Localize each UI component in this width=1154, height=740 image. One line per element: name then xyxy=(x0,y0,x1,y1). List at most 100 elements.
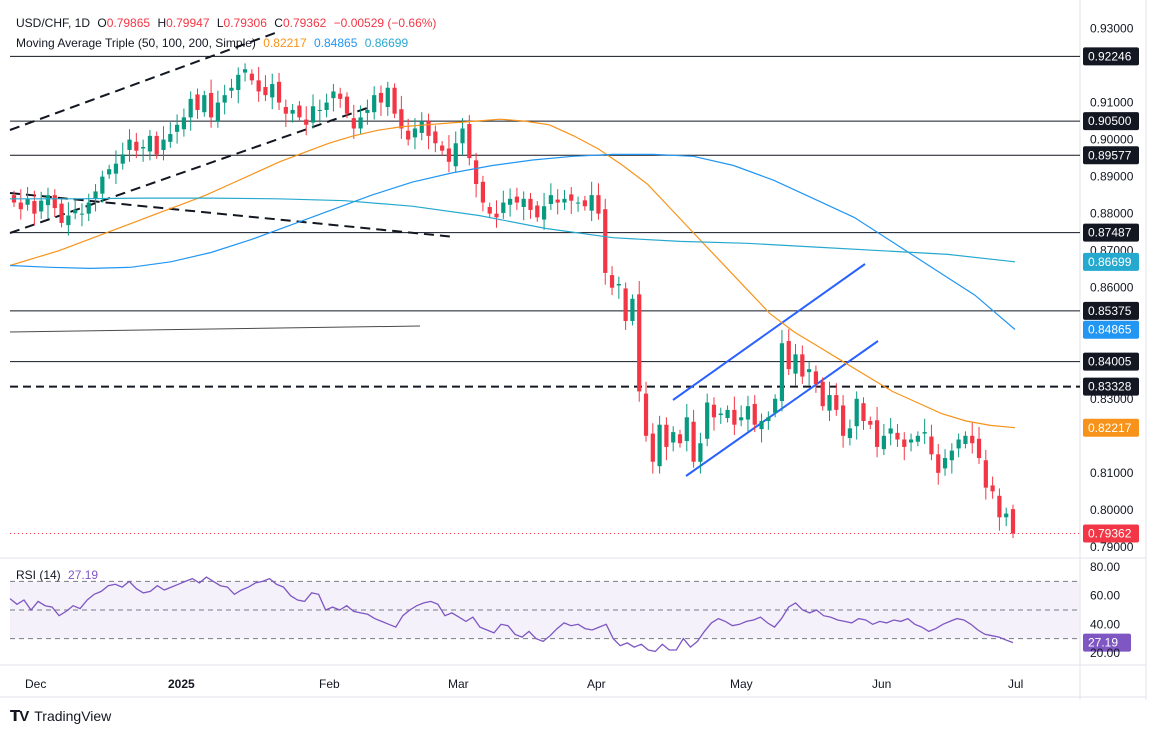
candle-body xyxy=(310,106,316,123)
candle-body xyxy=(93,191,98,199)
price-tick-label: 0.93000 xyxy=(1090,22,1134,36)
candle-body xyxy=(596,195,601,214)
candle-body xyxy=(847,428,853,439)
candle-body xyxy=(229,87,234,91)
level-badge-label: 0.83328 xyxy=(1088,380,1132,394)
price-tick-label: 0.81000 xyxy=(1090,466,1134,480)
candle-body xyxy=(297,105,302,118)
candle-body xyxy=(249,73,254,81)
change-value: −0.00529 (−0.66%) xyxy=(333,16,437,30)
candle-body xyxy=(820,381,825,407)
candle-body xyxy=(242,69,248,73)
rsi-tick-label: 20.00 xyxy=(1090,646,1120,660)
candle-body xyxy=(317,109,322,111)
candle-body xyxy=(881,435,886,450)
candle-body xyxy=(52,195,57,209)
candle-body xyxy=(582,200,587,207)
candle-body xyxy=(446,148,452,162)
ma200-badge xyxy=(1083,252,1139,271)
candle-body xyxy=(800,354,805,377)
price-tick-label: 0.88000 xyxy=(1090,207,1134,221)
level-badge-label: 0.87487 xyxy=(1088,226,1132,240)
candle-body xyxy=(840,405,846,436)
candle-body xyxy=(575,202,581,204)
candle-body xyxy=(732,409,737,425)
candle-body xyxy=(1010,509,1016,534)
candle-body xyxy=(963,435,968,444)
time-tick-label: 2025 xyxy=(168,677,195,691)
level-badge-label: 0.84005 xyxy=(1088,355,1132,369)
price-tick-label: 0.91000 xyxy=(1090,96,1134,110)
candle-body xyxy=(283,107,288,114)
rsi-legend: RSI (14) 27.19 xyxy=(16,568,102,582)
candle-body xyxy=(256,80,261,92)
candle-body xyxy=(501,202,506,213)
candle-body xyxy=(895,432,900,440)
candle-body xyxy=(290,109,295,114)
candle-body xyxy=(868,421,873,425)
level-badge xyxy=(1083,146,1139,165)
candle-body xyxy=(677,434,683,444)
ma100-badge xyxy=(1083,320,1139,339)
candle-body xyxy=(711,404,717,418)
level-badge xyxy=(1083,352,1139,371)
level-badge-label: 0.92246 xyxy=(1088,49,1132,63)
candle-body xyxy=(521,198,526,207)
close-label: C xyxy=(274,16,283,30)
candle-body xyxy=(691,421,696,462)
time-tick-label: Jun xyxy=(872,677,891,691)
candle-body xyxy=(630,298,635,322)
candle-body xyxy=(263,87,268,96)
candle-body xyxy=(725,409,730,419)
candle-body xyxy=(174,124,180,132)
candle-body xyxy=(664,424,669,447)
candle-body xyxy=(358,117,363,129)
candle-body xyxy=(766,417,771,421)
candle-body xyxy=(609,275,615,288)
level-badge xyxy=(1083,377,1139,396)
time-tick-label: Jul xyxy=(1008,677,1023,691)
candle-body xyxy=(73,209,78,214)
candle-body xyxy=(100,176,105,194)
candle-body xyxy=(208,92,214,118)
candle-body xyxy=(528,198,533,210)
candle-body xyxy=(134,141,139,151)
candle-body xyxy=(902,439,907,447)
candle-body xyxy=(419,121,424,133)
open-value: 0.79865 xyxy=(106,16,151,30)
rsi-value: 27.19 xyxy=(68,568,99,582)
candle-body xyxy=(222,95,227,103)
candle-body xyxy=(344,96,350,114)
low-label: L xyxy=(216,16,224,30)
candle-body xyxy=(643,393,649,436)
level-badge-label: 0.85375 xyxy=(1088,304,1132,318)
ma100-badge-label: 0.84865 xyxy=(1088,323,1132,337)
brand-label: TradingView xyxy=(34,708,112,724)
candle-body xyxy=(236,74,241,90)
candle-body xyxy=(440,145,445,151)
candle-body xyxy=(365,109,370,113)
candle-body xyxy=(168,134,173,142)
ma200-line xyxy=(10,197,1016,263)
candle-body xyxy=(25,198,30,205)
candle-body xyxy=(453,143,458,167)
rsi-badge xyxy=(1083,633,1131,652)
price-badge-label: 0.79362 xyxy=(1088,526,1132,540)
rsi-tick-label: 40.00 xyxy=(1090,617,1120,631)
candle-body xyxy=(908,439,914,443)
candle-body xyxy=(983,460,988,488)
candle-body xyxy=(874,420,880,447)
candle-body xyxy=(739,417,744,421)
level-badge xyxy=(1083,301,1139,320)
candle-body xyxy=(86,202,91,214)
candle-body xyxy=(66,215,71,226)
candle-body xyxy=(854,398,859,427)
time-tick-label: Dec xyxy=(25,677,46,691)
ohlc-legend: USD/CHF, 1D O0.79865 H0.79947 L0.79306 C… xyxy=(16,16,440,30)
level-badge xyxy=(1083,223,1139,242)
candle-body xyxy=(834,395,839,410)
price-tick-label: 0.90000 xyxy=(1090,133,1134,147)
ma50-badge xyxy=(1083,418,1139,437)
